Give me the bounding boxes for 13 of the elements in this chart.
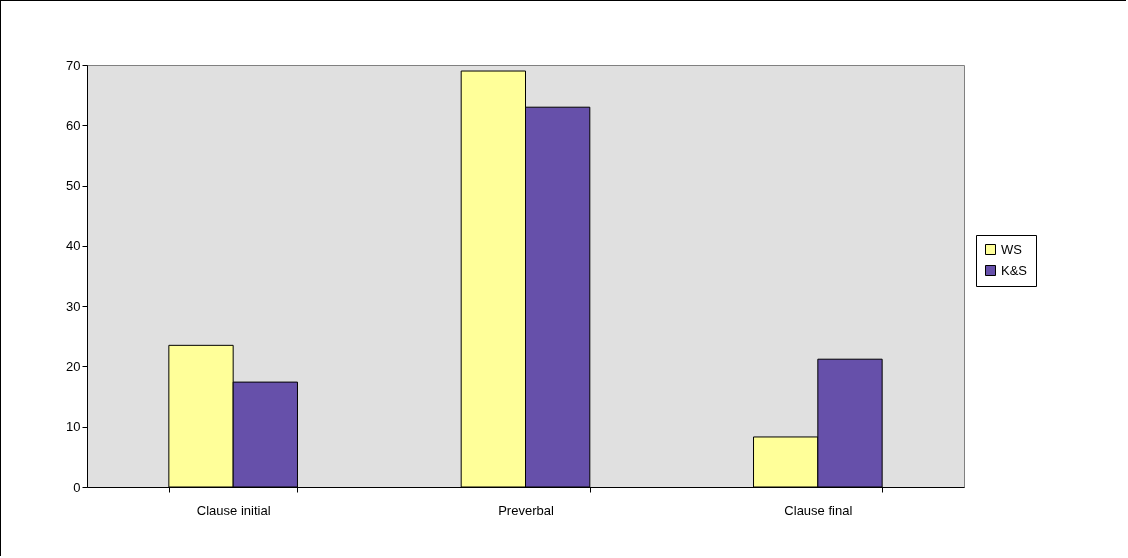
y-tick-label: 0 [73, 479, 81, 495]
legend-label: K&S [1001, 262, 1028, 278]
y-tick-label: 40 [66, 238, 81, 254]
x-tick-label: Clause final [784, 502, 853, 518]
y-tick-label: 70 [66, 57, 81, 73]
y-tick-label: 10 [66, 419, 81, 435]
y-tick-label: 20 [66, 358, 81, 374]
legend-label: WS [1001, 241, 1023, 257]
x-tick-label: Preverbal [498, 502, 554, 518]
y-tick-label: 60 [66, 117, 81, 133]
x-tick-label: Clause initial [196, 502, 271, 518]
y-tick-label: 30 [66, 298, 81, 314]
y-tick-label: 50 [66, 178, 81, 194]
